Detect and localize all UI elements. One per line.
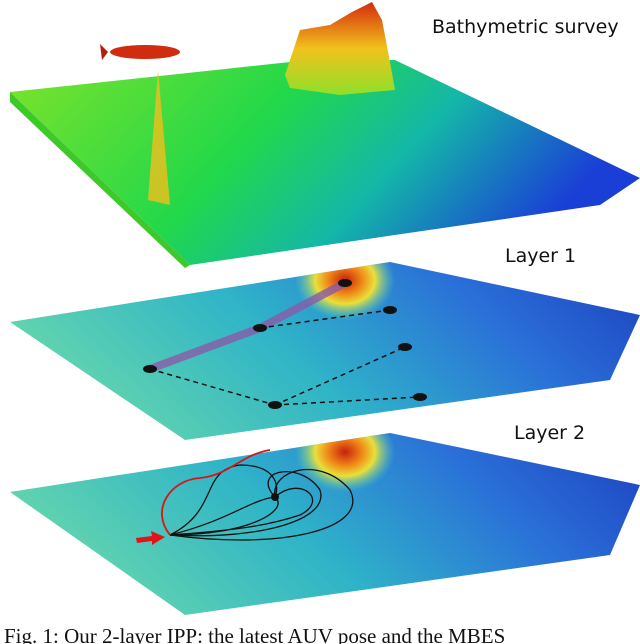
- hotspot: [295, 433, 395, 492]
- node: [383, 306, 397, 314]
- caption: Fig. 1: Our 2-layer IPP: the latest AUV …: [4, 624, 505, 644]
- trajectory: [169, 464, 278, 536]
- label: Layer 2: [514, 422, 585, 444]
- trajectory: [169, 468, 354, 541]
- terrain-side: [10, 92, 190, 268]
- trajectory: [169, 496, 279, 536]
- label: Bathymetric survey: [432, 16, 619, 38]
- node: [413, 393, 427, 401]
- node: [268, 401, 282, 409]
- layer-plane: [10, 262, 640, 440]
- sonar-beam: [148, 70, 170, 205]
- terrain-peak: [285, 2, 395, 95]
- edge: [259, 309, 391, 329]
- edge: [149, 368, 276, 406]
- node: [271, 493, 279, 501]
- trajectory: [169, 496, 276, 536]
- node: [398, 343, 412, 351]
- label: Layer 1: [505, 245, 576, 267]
- node: [143, 365, 157, 373]
- edge: [274, 346, 406, 406]
- selected-trajectory: [161, 449, 271, 536]
- auv-fin: [100, 44, 108, 60]
- auv: [110, 45, 180, 59]
- node: [253, 324, 267, 332]
- trajectory: [169, 471, 322, 537]
- layer-plane: [10, 433, 640, 615]
- edge: [274, 396, 421, 406]
- terrain-top: [10, 60, 640, 265]
- auv-pose: [136, 531, 165, 545]
- node: [338, 279, 352, 287]
